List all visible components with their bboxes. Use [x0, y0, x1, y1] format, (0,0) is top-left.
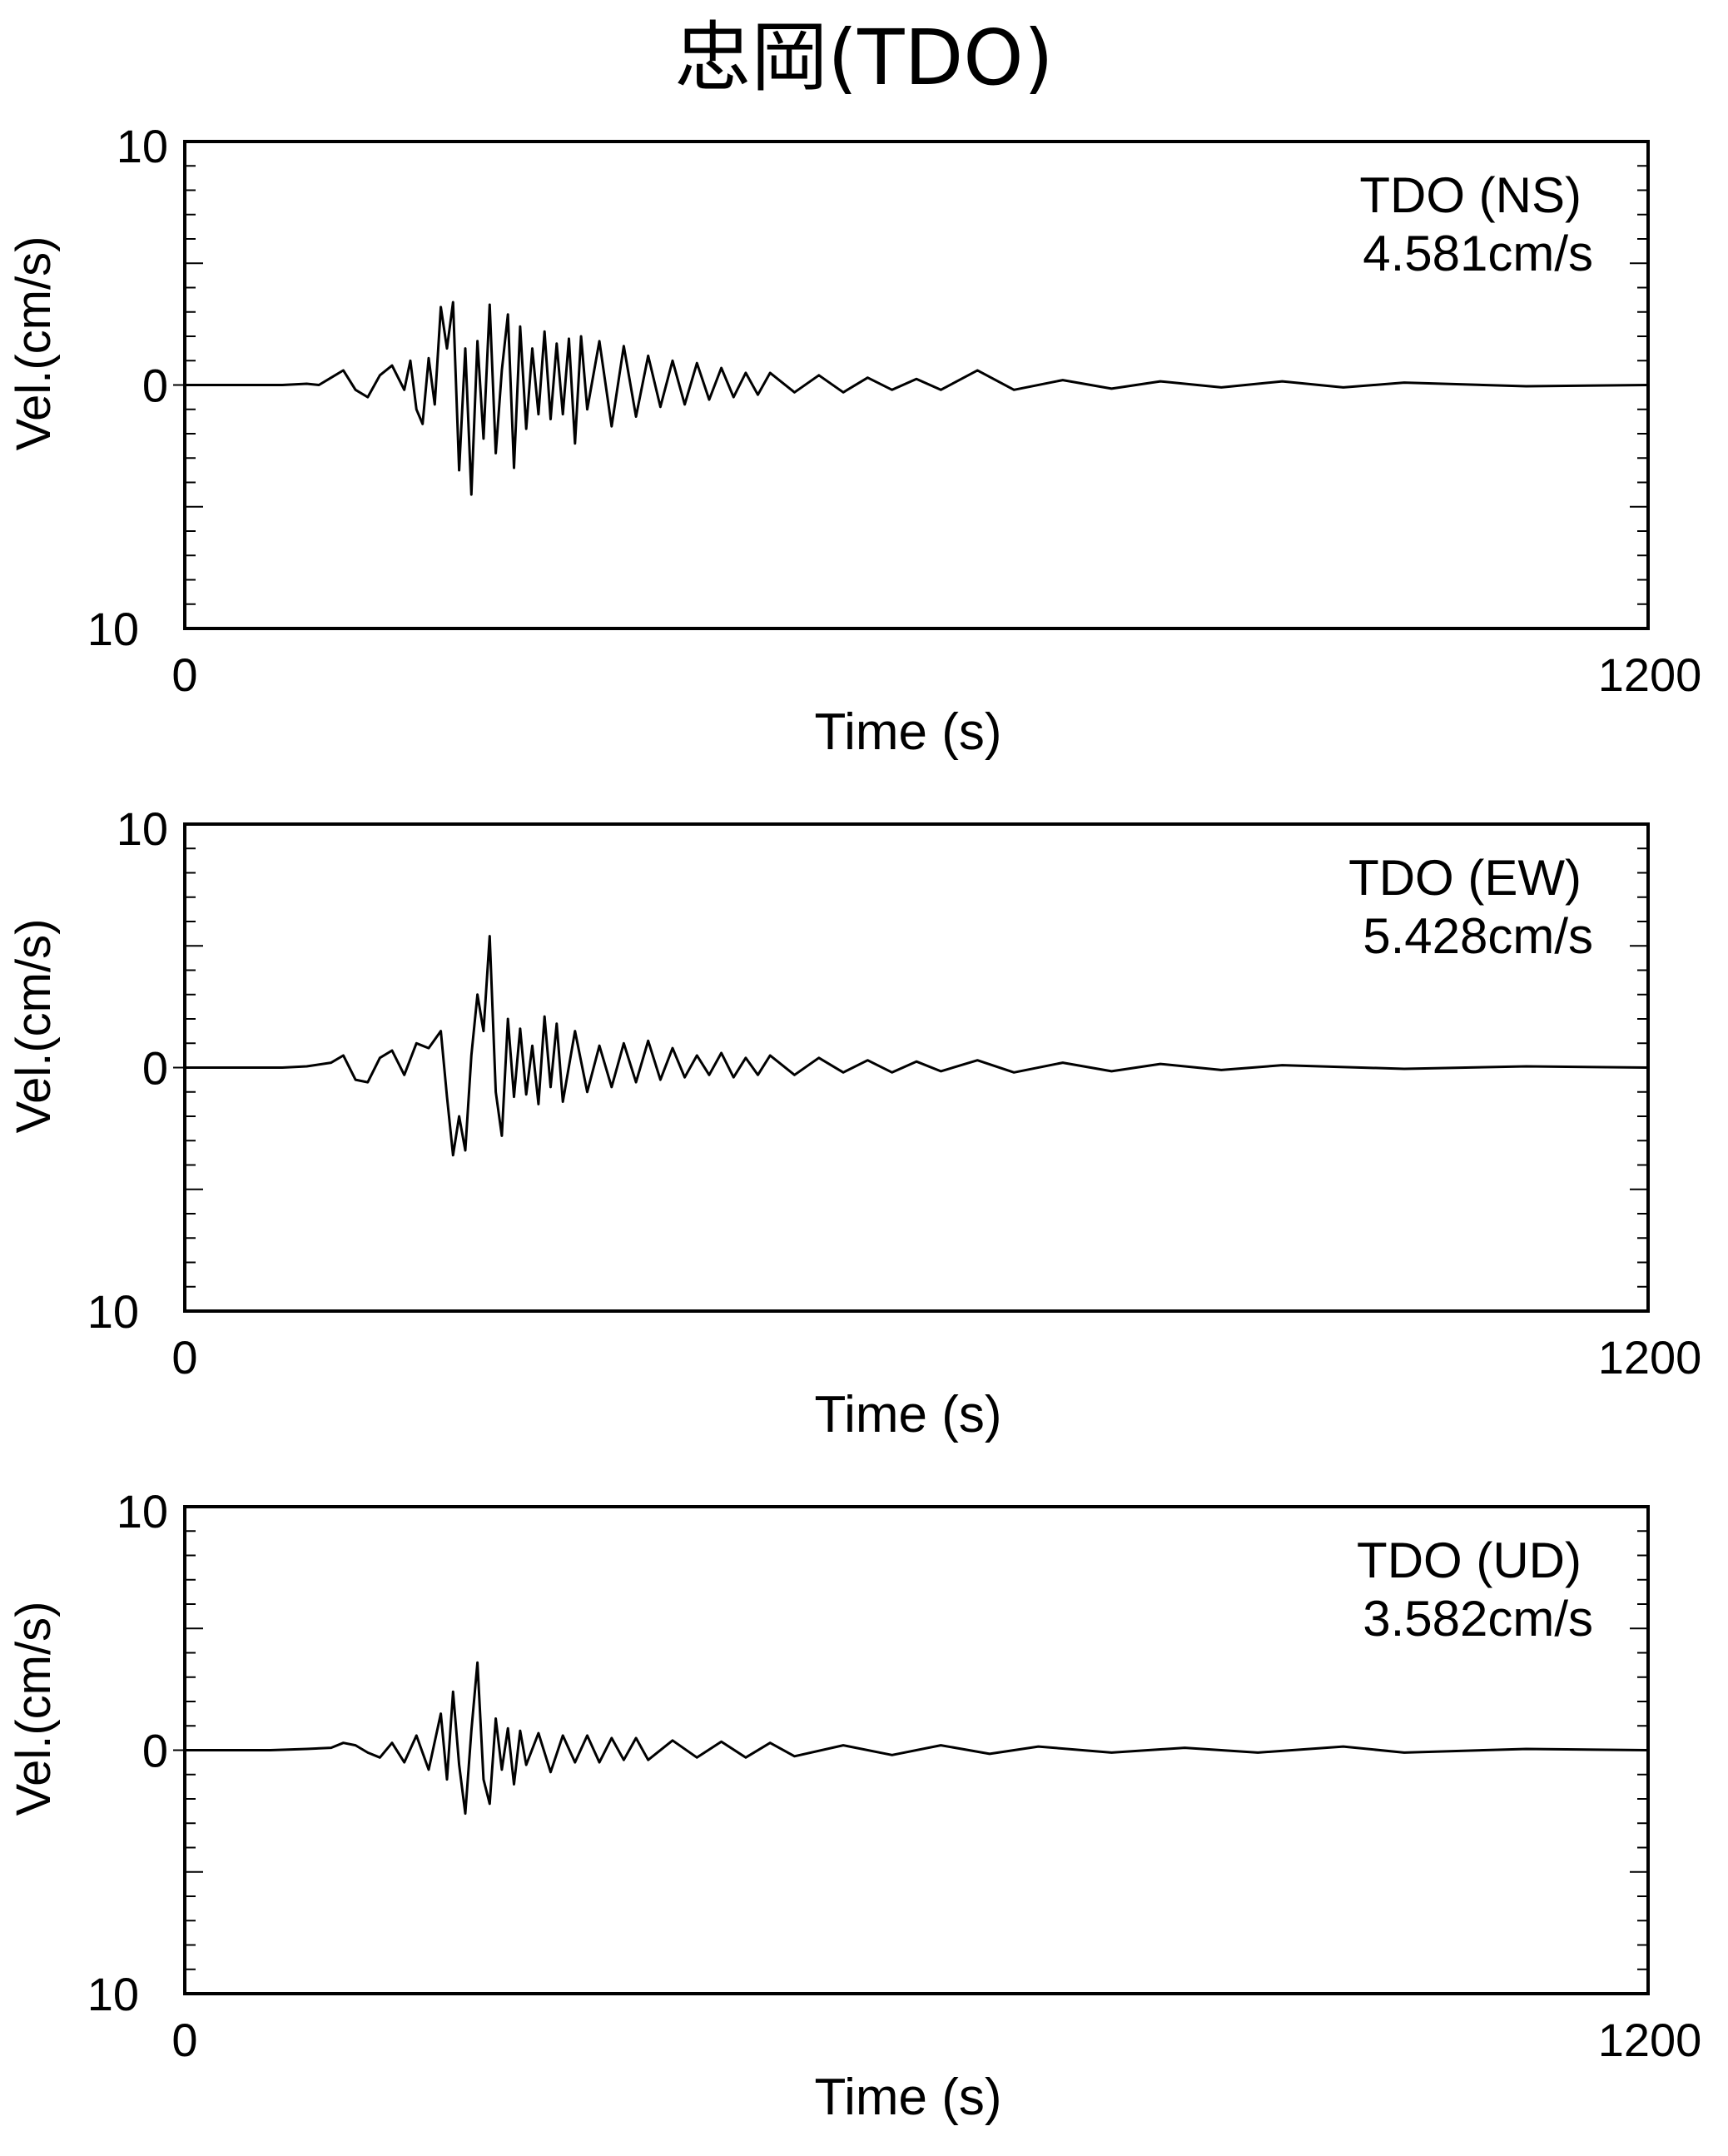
velocity-waveform-line	[185, 1661, 1649, 1816]
x-tick-label-start: 0	[171, 1331, 197, 1384]
station-label: TDO (NS)	[1359, 167, 1582, 223]
chart-panel-ew: 10 0 10 0 1200 Time (s) Vel.(cm/s) TDO (EW)5.42…	[7, 802, 1702, 1443]
y-axis-label: Vel.(cm/s)	[7, 1602, 61, 1816]
x-tick-label-start: 0	[171, 2014, 197, 2066]
y-tick-label-bottom: 10	[87, 1968, 139, 2020]
velocity-waveform-line	[185, 301, 1649, 496]
y-tick-label-top: 10	[117, 802, 168, 855]
peak-value-label: 3.582cm/s	[1363, 1591, 1593, 1647]
y-axis-label: Vel.(cm/s)	[7, 236, 61, 451]
peak-value-label: 5.428cm/s	[1363, 908, 1593, 964]
x-axis-label: Time (s)	[815, 703, 1002, 761]
y-tick-label-zero: 0	[142, 1725, 168, 1777]
y-tick-label-bottom: 10	[87, 1285, 139, 1338]
figure-title: 忠岡(TDO)	[674, 13, 1054, 102]
x-axis-label: Time (s)	[815, 2069, 1002, 2126]
x-tick-label-end: 1200	[1598, 2014, 1702, 2066]
station-label: TDO (UD)	[1357, 1533, 1582, 1588]
velocity-waveform-line	[185, 935, 1649, 1157]
y-tick-label-top: 10	[117, 120, 168, 172]
chart-panel-ns: 10 0 10 0 1200 Time (s) Vel.(cm/s) TDO (NS)4.58…	[7, 120, 1702, 761]
y-tick-label-zero: 0	[142, 360, 168, 412]
chart-panel-ud: 10 0 10 0 1200 Time (s) Vel.(cm/s) TDO (UD)3.58…	[7, 1485, 1702, 2126]
x-axis-label: Time (s)	[815, 1386, 1002, 1443]
y-tick-label-bottom: 10	[87, 603, 139, 655]
x-tick-label-start: 0	[171, 648, 197, 701]
x-tick-label-end: 1200	[1598, 648, 1702, 701]
y-tick-label-top: 10	[117, 1485, 168, 1538]
x-tick-label-end: 1200	[1598, 1331, 1702, 1384]
y-tick-label-zero: 0	[142, 1042, 168, 1095]
station-label: TDO (EW)	[1348, 850, 1582, 906]
y-axis-label: Vel.(cm/s)	[7, 919, 61, 1134]
peak-value-label: 4.581cm/s	[1363, 226, 1593, 281]
